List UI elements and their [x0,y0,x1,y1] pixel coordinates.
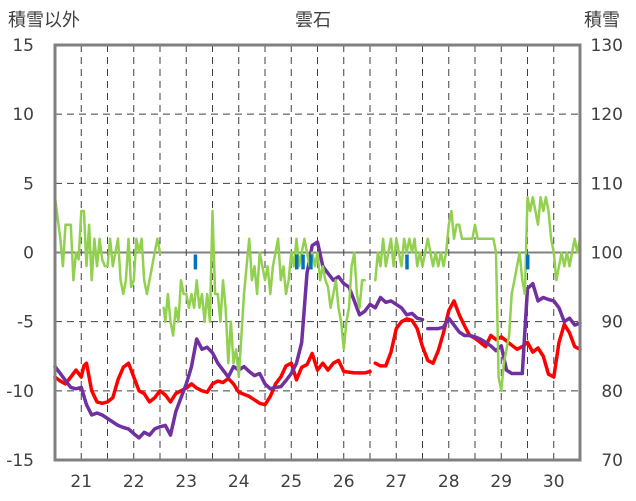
right-tick-label: 130 [591,36,623,56]
precip-bar [405,254,409,270]
wind-line [53,195,162,296]
temperature-line [53,351,372,407]
x-tick-label: 30 [543,472,565,492]
plot-frame [53,43,582,462]
left-tick-label: -5 [17,313,34,333]
x-tick-label: 29 [490,472,512,492]
x-tick-label: 24 [228,472,250,492]
x-tick-label: 25 [280,472,302,492]
right-tick-label: 80 [601,382,623,402]
precip-bar [193,254,198,270]
chart-title: 雲石 [295,10,331,31]
right-tick-label: 110 [591,174,623,194]
x-tick-label: 28 [438,472,460,492]
right-axis-title: 積雪 [584,10,620,31]
precip-bar [309,254,313,270]
right-tick-label: 100 [591,244,623,264]
x-tick-label: 23 [175,472,197,492]
right-tick-label: 120 [591,105,623,125]
wind-line [374,195,582,393]
left-tick-label: 10 [12,105,34,125]
x-tick-label: 27 [385,472,407,492]
series-layer [53,195,582,440]
x-tick-label: 22 [123,472,145,492]
right-tick-label: 70 [601,451,623,471]
wind-line [162,209,366,379]
left-tick-label: 15 [12,36,34,56]
x-tick-label: 26 [333,472,355,492]
temperature-line [373,299,582,379]
left-tick-label: -10 [6,382,34,402]
tick-labels: 15 10 5 0 -5 -10 -15 130 120 110 100 90 80 70 21 22 23 24… [6,36,623,492]
precip-bar [526,254,530,270]
right-tick-label: 90 [601,313,623,333]
x-tick-label: 21 [70,472,92,492]
left-tick-label: 0 [23,244,34,264]
precip-bar [301,254,305,270]
precip-bar [295,254,299,270]
left-axis-title: 積雪以外 [8,10,80,31]
left-tick-label: -15 [6,451,34,471]
left-tick-label: 5 [23,174,34,194]
